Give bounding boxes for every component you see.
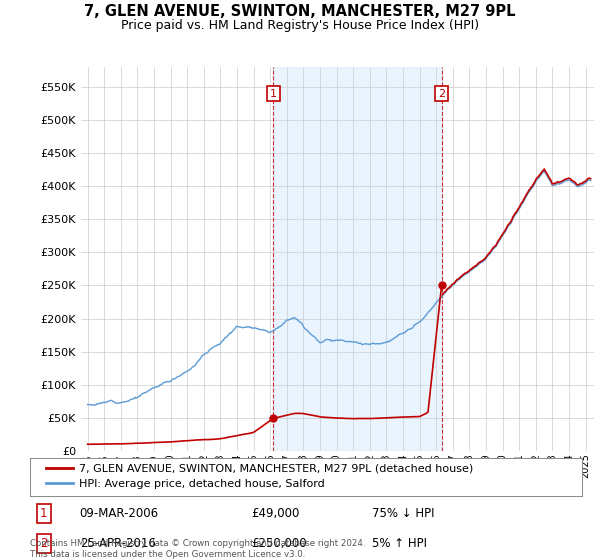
Text: 2: 2	[40, 538, 47, 550]
Text: 2: 2	[438, 88, 445, 99]
Text: 09-MAR-2006: 09-MAR-2006	[80, 507, 159, 520]
Text: Price paid vs. HM Land Registry's House Price Index (HPI): Price paid vs. HM Land Registry's House …	[121, 19, 479, 32]
Text: £250,000: £250,000	[251, 538, 307, 550]
Bar	[274, 67, 442, 451]
Text: 75% ↓ HPI: 75% ↓ HPI	[372, 507, 435, 520]
Text: Contains HM Land Registry data © Crown copyright and database right 2024.
This d: Contains HM Land Registry data © Crown c…	[30, 539, 365, 559]
Text: 5% ↑ HPI: 5% ↑ HPI	[372, 538, 427, 550]
Legend: 7, GLEN AVENUE, SWINTON, MANCHESTER, M27 9PL (detached house), HPI: Average pric: 7, GLEN AVENUE, SWINTON, MANCHESTER, M27…	[41, 459, 478, 494]
Text: 25-APR-2016: 25-APR-2016	[80, 538, 155, 550]
Text: 1: 1	[40, 507, 47, 520]
Text: 7, GLEN AVENUE, SWINTON, MANCHESTER, M27 9PL: 7, GLEN AVENUE, SWINTON, MANCHESTER, M27…	[84, 4, 516, 19]
Text: £49,000: £49,000	[251, 507, 299, 520]
Text: 1: 1	[270, 88, 277, 99]
